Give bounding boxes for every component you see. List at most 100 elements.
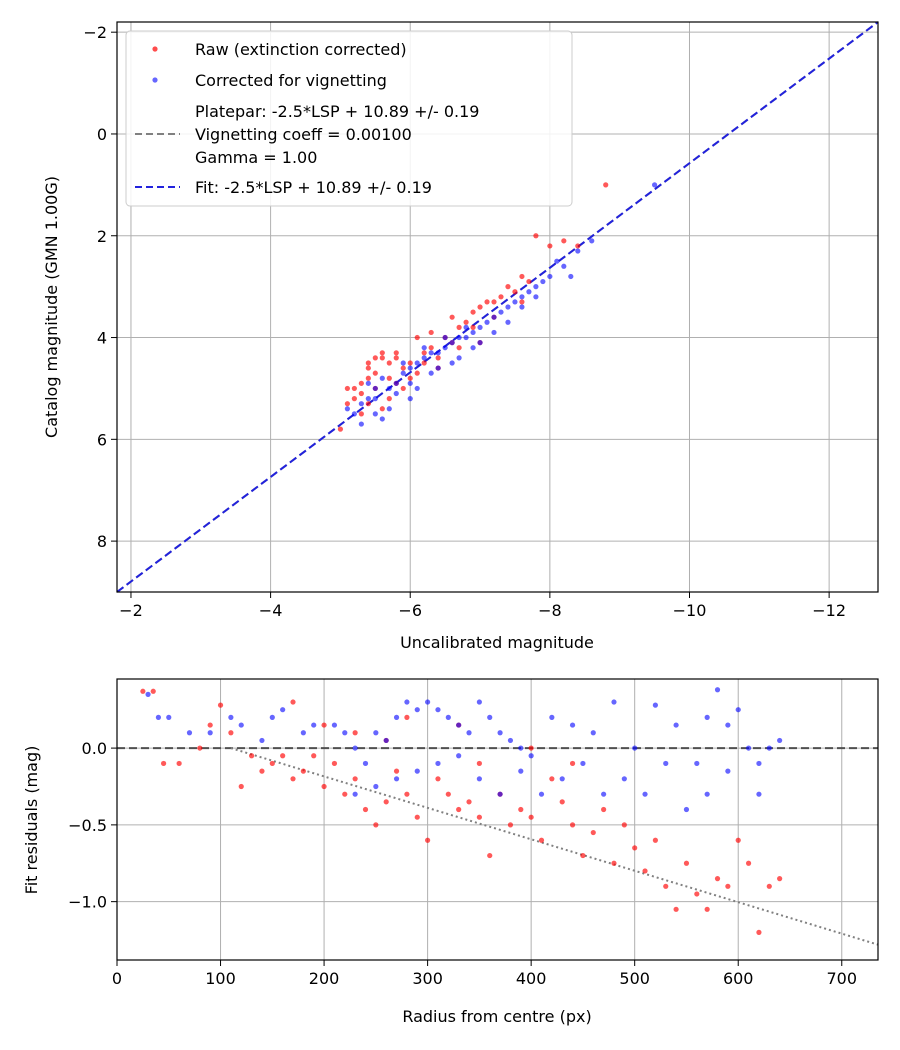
top-data-point (386, 396, 392, 402)
bottom-data-point (549, 776, 555, 782)
top-data-point (400, 370, 406, 376)
top-chart-frame (116, 21, 879, 593)
top-data-point (449, 314, 455, 320)
bottom-data-point (445, 714, 451, 720)
bottom-x-tick-label: 0 (112, 969, 122, 988)
top-x-tick-label: −2 (119, 601, 143, 620)
bottom-data-point (228, 730, 234, 736)
bottom-data-point (694, 891, 700, 897)
bottom-line-vignetting (230, 747, 879, 946)
top-data-point (526, 278, 532, 285)
bottom-series-1 (145, 687, 783, 813)
bottom-data-point (590, 829, 596, 836)
bottom-chart-ticks: 0 100 200 300 400 500 600 700 0.0 −0.5 −1.0 (68, 739, 857, 988)
bottom-data-point (393, 768, 400, 774)
bottom-data-point (735, 837, 741, 843)
bottom-data-point (280, 707, 286, 713)
bottom-data-point (725, 768, 731, 774)
bottom-data-point (652, 702, 658, 708)
top-series-1 (344, 182, 658, 427)
bottom-chart-reference-lines (117, 747, 879, 946)
top-data-point (540, 278, 546, 285)
top-data-point (428, 329, 434, 336)
bottom-data-point (766, 883, 772, 889)
bottom-data-point (487, 714, 493, 720)
top-data-point (365, 401, 371, 407)
top-data-point (358, 411, 364, 417)
bottom-data-point (197, 745, 203, 751)
legend-raw-label: Raw (extinction corrected) (195, 40, 407, 59)
bottom-data-point (476, 776, 482, 782)
bottom-data-point (632, 845, 638, 851)
top-data-point (379, 406, 385, 412)
top-data-point (365, 360, 371, 366)
bottom-data-point (745, 860, 752, 866)
bottom-data-point (445, 791, 451, 797)
bottom-data-point (518, 768, 524, 774)
bottom-chart-frame (116, 678, 879, 961)
bottom-data-point (569, 822, 576, 828)
top-data-point (575, 243, 581, 249)
top-data-point (365, 365, 371, 371)
bottom-data-point (507, 822, 514, 828)
bottom-x-tick-label: 500 (619, 969, 650, 988)
top-data-point (512, 289, 518, 295)
top-data-point (463, 324, 469, 330)
bottom-data-point (160, 760, 167, 767)
top-data-point (414, 370, 420, 376)
top-x-tick-label: −4 (259, 601, 283, 620)
top-data-point (393, 350, 399, 356)
bottom-data-point (290, 776, 296, 782)
bottom-data-point (393, 714, 400, 720)
bottom-data-point (518, 745, 524, 751)
bottom-data-point (497, 730, 503, 736)
top-data-point (526, 289, 532, 295)
top-data-point (533, 284, 539, 290)
bottom-data-point (300, 768, 306, 774)
bottom-data-point (290, 699, 296, 705)
bottom-data-point (663, 883, 669, 889)
top-data-point (400, 365, 406, 371)
top-data-point (407, 360, 413, 366)
top-data-point (379, 350, 385, 356)
bottom-data-point (497, 791, 503, 797)
bottom-data-point (476, 814, 482, 820)
bottom-data-point (456, 722, 462, 728)
bottom-data-point (476, 699, 482, 705)
top-data-point (519, 294, 525, 300)
bottom-data-point (725, 883, 731, 889)
top-data-point (442, 345, 448, 351)
bottom-data-point (663, 760, 669, 767)
bottom-data-point (362, 760, 369, 767)
top-data-point (498, 294, 504, 300)
bottom-data-point (383, 799, 389, 805)
top-data-point (428, 370, 434, 376)
legend-corrected-label: Corrected for vignetting (195, 71, 387, 90)
top-data-point (477, 324, 483, 330)
legend-box (125, 30, 573, 207)
bottom-data-point (538, 837, 545, 843)
top-data-point (372, 411, 378, 417)
legend-corrected-marker (152, 77, 158, 83)
bottom-data-point (559, 776, 565, 782)
top-data-point (456, 355, 462, 361)
bottom-data-point (414, 814, 420, 820)
bottom-data-point (435, 707, 441, 713)
top-data-point (456, 324, 462, 330)
bottom-data-point (756, 760, 762, 767)
bottom-data-point (238, 722, 244, 728)
bottom-data-point (352, 730, 358, 736)
top-data-point (351, 385, 357, 392)
bottom-data-point (456, 753, 462, 759)
top-data-point (372, 370, 378, 376)
bottom-data-point (425, 699, 431, 705)
bottom-data-point (269, 760, 275, 767)
bottom-data-point (228, 714, 234, 720)
top-data-point (456, 334, 462, 341)
top-data-point (512, 299, 518, 305)
bottom-data-point (269, 714, 275, 720)
top-chart-points (337, 182, 658, 432)
top-x-tick-label: −12 (812, 601, 846, 620)
bottom-data-point (538, 791, 545, 797)
top-data-point (519, 304, 525, 310)
